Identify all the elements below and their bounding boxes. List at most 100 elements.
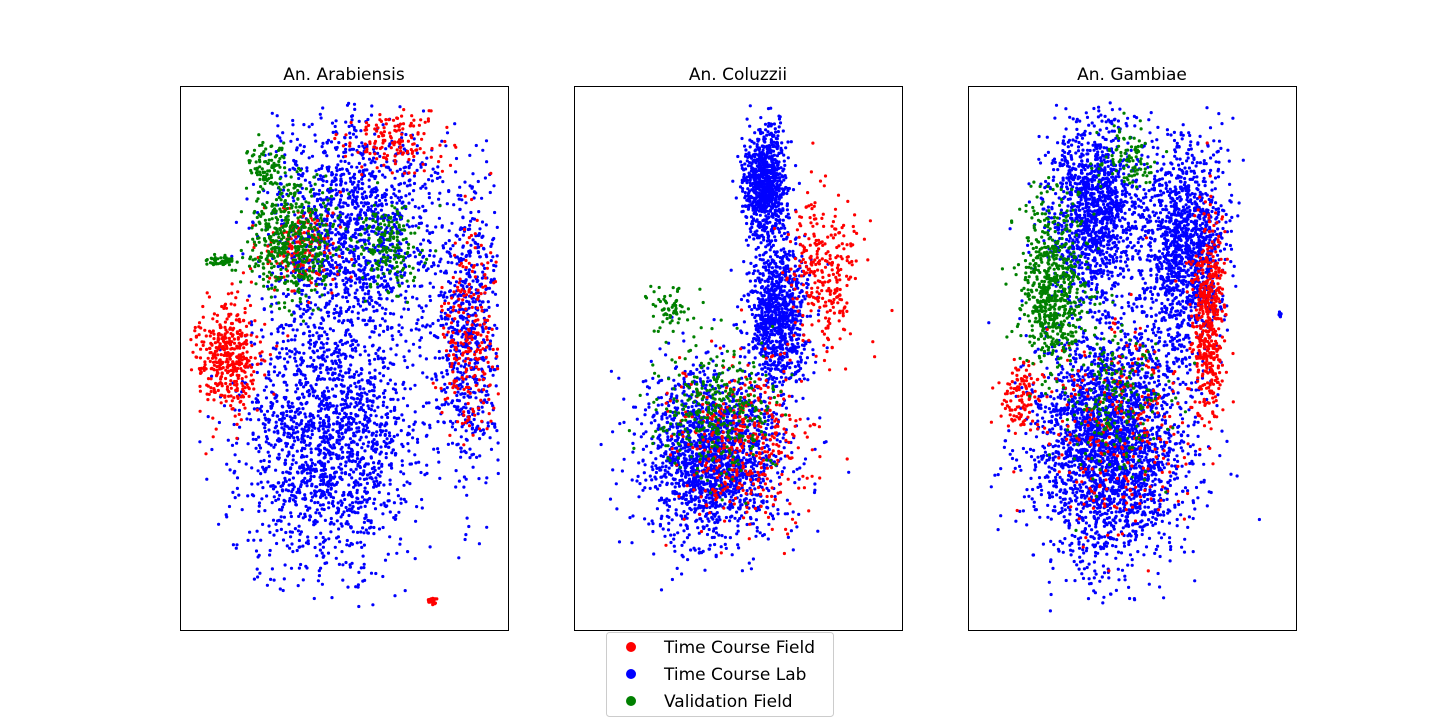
scatter-point-time-course-lab xyxy=(296,471,300,475)
scatter-point-time-course-lab xyxy=(348,450,352,455)
scatter-point-time-course-lab xyxy=(376,405,380,409)
scatter-point-time-course-lab xyxy=(387,492,391,496)
scatter-point-time-course-lab xyxy=(362,387,366,391)
scatter-point-time-course-field xyxy=(250,344,254,348)
scatter-point-time-course-lab xyxy=(302,145,306,149)
scatter-point-time-course-lab xyxy=(416,261,420,266)
scatter-point-time-course-lab xyxy=(334,453,338,457)
scatter-point-time-course-field xyxy=(470,197,474,202)
scatter-point-time-course-lab xyxy=(401,418,406,422)
scatter-point-time-course-lab xyxy=(336,438,340,442)
scatter-point-time-course-lab xyxy=(336,501,340,505)
scatter-point-time-course-lab xyxy=(374,300,378,304)
scatter-point-time-course-lab xyxy=(347,420,351,424)
scatter-point-time-course-field xyxy=(457,297,461,301)
scatter-point-time-course-lab xyxy=(325,140,329,144)
scatter-point-validation-field xyxy=(344,227,348,231)
scatter-point-time-course-field xyxy=(197,333,201,337)
scatter-point-time-course-lab xyxy=(397,189,401,193)
scatter-point-time-course-lab xyxy=(430,264,434,269)
scatter-point-time-course-lab xyxy=(329,288,333,292)
scatter-point-time-course-lab xyxy=(341,278,345,283)
scatter-point-time-course-lab xyxy=(364,277,368,281)
scatter-point-time-course-lab xyxy=(339,159,343,163)
scatter-point-time-course-lab xyxy=(336,230,340,235)
scatter-point-time-course-lab xyxy=(370,104,374,108)
scatter-point-time-course-lab xyxy=(361,268,365,272)
scatter-point-time-course-field xyxy=(235,388,239,392)
scatter-point-time-course-lab xyxy=(251,437,255,441)
scatter-point-time-course-field xyxy=(242,346,246,350)
scatter-point-time-course-lab xyxy=(283,160,287,165)
scatter-point-time-course-field xyxy=(260,358,264,362)
scatter-point-time-course-lab xyxy=(321,427,325,431)
scatter-point-time-course-lab xyxy=(262,307,266,311)
scatter-point-time-course-field xyxy=(397,128,401,132)
scatter-point-time-course-lab xyxy=(337,373,341,377)
scatter-point-time-course-lab xyxy=(415,144,419,148)
scatter-point-time-course-lab xyxy=(275,355,279,359)
scatter-point-time-course-field xyxy=(238,400,242,404)
scatter-point-time-course-lab xyxy=(274,424,279,428)
scatter-point-time-course-lab xyxy=(464,533,468,537)
scatter-point-time-course-field xyxy=(322,268,326,272)
scatter-point-time-course-lab xyxy=(383,558,388,562)
scatter-point-time-course-lab xyxy=(300,437,304,441)
scatter-point-time-course-lab xyxy=(288,168,292,172)
scatter-point-time-course-lab xyxy=(299,485,303,489)
scatter-point-time-course-lab xyxy=(267,428,271,432)
scatter-point-time-course-lab xyxy=(456,294,460,298)
scatter-point-time-course-lab xyxy=(372,421,377,425)
scatter-point-time-course-lab xyxy=(272,445,276,449)
scatter-point-time-course-lab xyxy=(389,347,393,351)
scatter-point-time-course-lab xyxy=(330,198,334,202)
scatter-point-time-course-lab xyxy=(369,525,373,529)
scatter-point-time-course-lab xyxy=(469,219,473,223)
scatter-point-time-course-lab xyxy=(389,277,393,281)
scatter-point-time-course-lab xyxy=(395,551,399,555)
scatter-point-time-course-lab xyxy=(481,148,485,152)
scatter-point-time-course-lab xyxy=(485,476,489,480)
scatter-point-time-course-lab xyxy=(367,353,371,357)
scatter-point-time-course-lab xyxy=(480,220,485,224)
scatter-point-time-course-lab xyxy=(352,305,356,309)
scatter-point-time-course-lab xyxy=(367,301,371,305)
scatter-point-time-course-field xyxy=(348,144,352,148)
scatter-point-time-course-field xyxy=(220,337,224,341)
scatter-point-time-course-lab xyxy=(300,288,304,293)
scatter-point-time-course-lab xyxy=(371,470,376,474)
scatter-point-time-course-field xyxy=(464,333,468,337)
scatter-point-time-course-lab xyxy=(306,325,310,329)
scatter-point-time-course-lab xyxy=(402,307,406,311)
scatter-point-time-course-lab xyxy=(413,205,417,209)
scatter-point-time-course-field xyxy=(253,356,257,360)
scatter-point-time-course-lab xyxy=(350,310,354,314)
scatter-point-time-course-lab xyxy=(307,283,311,288)
scatter-point-time-course-lab xyxy=(379,430,384,434)
scatter-point-time-course-lab xyxy=(395,416,399,421)
scatter-point-time-course-field xyxy=(241,384,245,388)
scatter-point-time-course-field xyxy=(385,153,390,158)
scatter-point-time-course-field xyxy=(230,291,234,295)
scatter-point-time-course-lab xyxy=(402,181,407,185)
scatter-point-time-course-field xyxy=(241,342,245,346)
scatter-point-time-course-lab xyxy=(361,456,365,460)
scatter-point-time-course-lab xyxy=(352,470,356,474)
scatter-point-time-course-lab xyxy=(368,380,372,384)
scatter-point-time-course-lab xyxy=(471,279,475,283)
scatter-point-time-course-lab xyxy=(431,230,435,234)
scatter-point-time-course-lab xyxy=(382,501,386,505)
scatter-point-time-course-lab xyxy=(343,290,347,295)
scatter-point-time-course-field xyxy=(245,383,249,387)
scatter-point-time-course-lab xyxy=(378,371,382,375)
scatter-point-time-course-lab xyxy=(292,436,296,440)
scatter-point-time-course-lab xyxy=(293,416,297,420)
scatter-point-time-course-lab xyxy=(350,114,354,118)
scatter-point-time-course-lab xyxy=(481,428,485,432)
scatter-point-time-course-lab xyxy=(358,387,362,391)
scatter-point-time-course-lab xyxy=(390,184,394,188)
scatter-point-time-course-lab xyxy=(486,300,490,304)
scatter-point-time-course-lab xyxy=(318,503,323,507)
scatter-point-time-course-lab xyxy=(285,352,289,356)
scatter-point-validation-field xyxy=(361,276,365,280)
